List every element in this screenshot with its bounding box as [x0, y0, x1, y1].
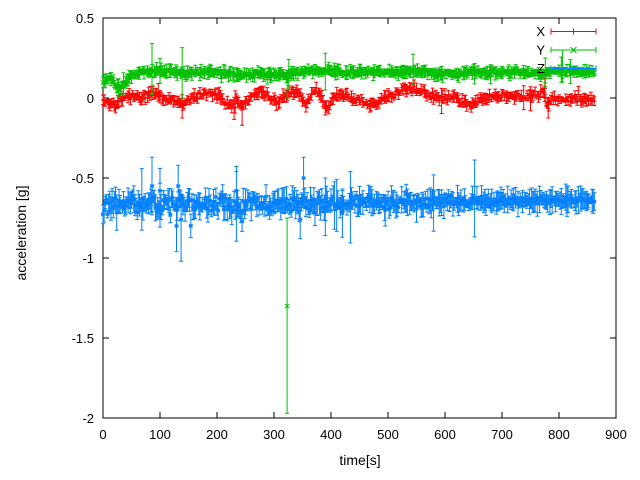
series-X — [100, 78, 597, 126]
legend-label-X: X — [536, 24, 545, 39]
y-tick-label: -2 — [82, 411, 94, 426]
y-tick-label: 0.5 — [76, 11, 94, 26]
legend: XYZ — [536, 24, 597, 76]
x-tick-label: 700 — [491, 427, 513, 442]
series-group — [100, 43, 597, 414]
legend-sample-X — [550, 28, 597, 35]
legend-sample-Z — [550, 65, 597, 72]
x-tick-label: 900 — [605, 427, 627, 442]
x-tick-label: 0 — [99, 427, 106, 442]
y-tick-label: 0 — [87, 91, 94, 106]
x-tick-label: 400 — [320, 427, 342, 442]
x-tick-label: 100 — [149, 427, 171, 442]
legend-label-Z: Z — [537, 61, 545, 76]
x-axis-label: time[s] — [339, 452, 381, 468]
axis-ticks — [102, 17, 617, 419]
legend-sample-Y — [550, 46, 597, 54]
x-tick-label: 500 — [377, 427, 399, 442]
y-tick-label: -0.5 — [72, 171, 94, 186]
y-tick-label: -1 — [82, 251, 94, 266]
x-tick-label: 800 — [548, 427, 570, 442]
series-Z — [100, 156, 597, 262]
y-tick-label: -1.5 — [72, 331, 94, 346]
axis-tick-labels: 0 100 200 300 400 500 600 700 800 900 0.5 0 -0.5 -1 -1… — [72, 11, 627, 442]
x-tick-label: 200 — [206, 427, 228, 442]
y-axis-label: acceleration [g] — [13, 185, 29, 281]
x-tick-label: 600 — [434, 427, 456, 442]
legend-label-Y: Y — [536, 43, 545, 58]
series-Y — [100, 43, 597, 414]
x-tick-label: 300 — [263, 427, 285, 442]
